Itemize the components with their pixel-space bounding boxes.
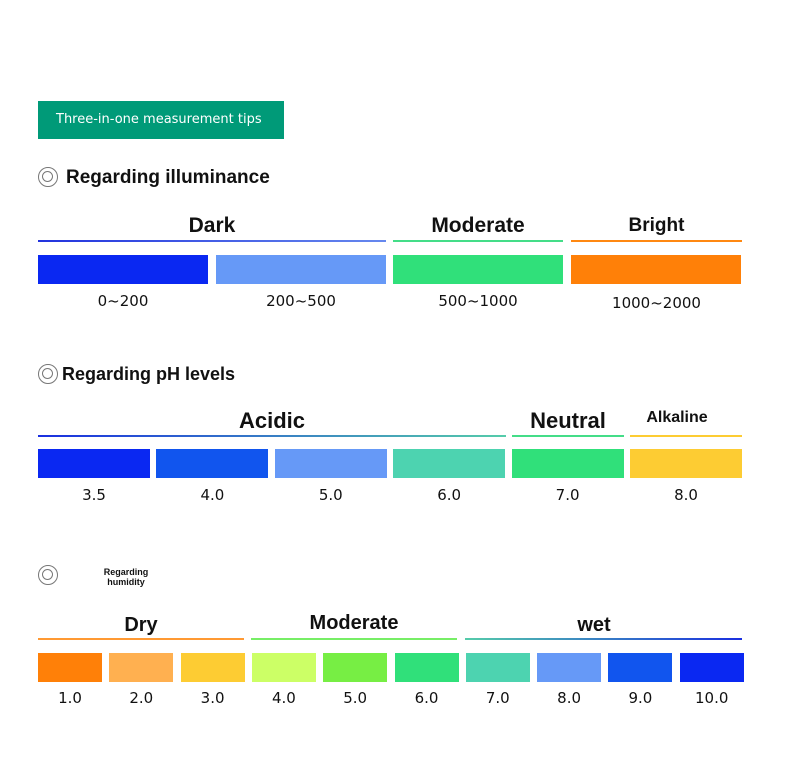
humidity-value-7: 8.0 <box>557 689 582 707</box>
target-icon <box>38 565 58 585</box>
ph-group-acidic: Acidic <box>238 408 306 433</box>
humidity-value-2: 3.0 <box>200 689 225 707</box>
humidity-swatch-4 <box>323 653 388 682</box>
humidity-swatch-9 <box>679 653 744 682</box>
illuminance-range-1: 200~500 <box>266 292 336 310</box>
ph-value-3: 6.0 <box>437 486 462 504</box>
humidity-group-dry: Dry <box>124 614 158 636</box>
humidity-value-4: 5.0 <box>343 689 368 707</box>
ph-title: Regarding pH levels <box>62 364 236 384</box>
humidity-value-8: 9.0 <box>628 689 653 707</box>
illuminance-range-2: 500~1000 <box>438 292 518 310</box>
target-icon <box>38 364 58 384</box>
ph-rule-alkaline <box>630 435 742 437</box>
humidity-rule-wet <box>465 638 742 640</box>
humidity-value-3: 4.0 <box>271 689 296 707</box>
illuminance-group-bright: Bright <box>628 215 685 236</box>
illuminance-rule-bright <box>571 240 742 242</box>
humidity-group-moderate: Moderate <box>309 612 399 634</box>
illuminance-title: Regarding illuminance <box>66 167 270 188</box>
illuminance-swatch-2 <box>393 255 564 284</box>
ph-swatch-5 <box>630 449 742 478</box>
ph-group-neutral: Neutral <box>530 408 606 433</box>
ph-swatch-3 <box>393 449 506 478</box>
target-icon <box>38 167 58 187</box>
humidity-swatch-5 <box>394 653 459 682</box>
humidity-group-wet: wet <box>577 614 611 636</box>
ph-value-4: 7.0 <box>555 486 580 504</box>
humidity-rule-moderate <box>251 638 457 640</box>
humidity-swatch-0 <box>38 653 102 682</box>
illuminance-range-0: 0~200 <box>97 292 149 310</box>
illuminance-swatch-1 <box>215 255 386 284</box>
ph-swatch-2 <box>274 449 387 478</box>
illuminance-rule-dark <box>38 240 386 242</box>
ph-rule-acidic <box>38 435 506 437</box>
humidity-value-5: 6.0 <box>414 689 439 707</box>
humidity-value-0: 1.0 <box>58 689 82 707</box>
humidity-swatch-6 <box>465 653 530 682</box>
ph-value-5: 8.0 <box>674 486 698 504</box>
illuminance-group-moderate: Moderate <box>431 214 525 237</box>
ph-value-1: 4.0 <box>200 486 225 504</box>
humidity-value-1: 2.0 <box>129 689 154 707</box>
illuminance-swatch-0 <box>38 255 208 284</box>
humidity-value-6: 7.0 <box>485 689 510 707</box>
ph-swatch-1 <box>156 449 269 478</box>
humidity-swatch-1 <box>109 653 174 682</box>
ph-rule-neutral <box>512 435 624 437</box>
ph-group-alkaline: Alkaline <box>646 409 708 426</box>
illuminance-rule-moderate <box>393 240 563 242</box>
ph-swatch-4 <box>511 449 624 478</box>
ph-value-0: 3.5 <box>82 486 106 504</box>
ph-swatch-0 <box>38 449 150 478</box>
humidity-swatch-3 <box>251 653 316 682</box>
illuminance-swatch-3 <box>571 255 742 284</box>
humidity-swatch-2 <box>180 653 245 682</box>
humidity-title: Regarding humidity <box>103 567 149 587</box>
ph-value-2: 5.0 <box>318 486 343 504</box>
banner-title: Three-in-one measurement tips <box>38 101 284 139</box>
illuminance-group-dark: Dark <box>188 214 236 237</box>
humidity-swatch-7 <box>537 653 602 682</box>
humidity-rule-dry <box>38 638 244 640</box>
illuminance-range-3: 1000~2000 <box>612 294 701 312</box>
humidity-swatch-8 <box>608 653 673 682</box>
humidity-value-9: 10.0 <box>694 689 729 707</box>
